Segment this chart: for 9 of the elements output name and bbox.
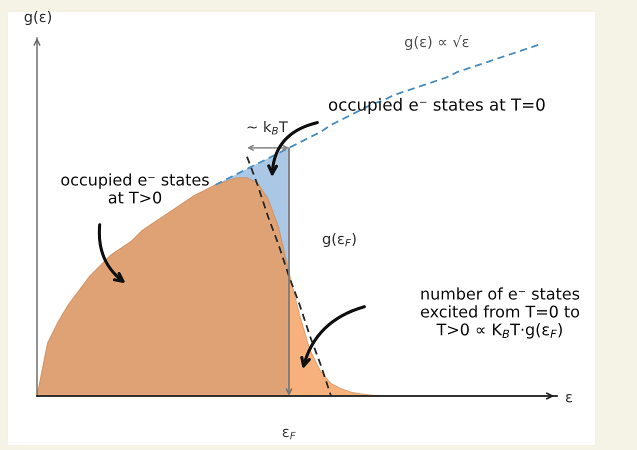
annotation: g(ε$_{F}$) xyxy=(322,232,356,248)
y-axis-title: g(ε) xyxy=(24,10,52,26)
annotation: occupied e⁻ states at T>0 xyxy=(61,173,209,204)
annotation: occupied e⁻ states at T=0 xyxy=(328,98,545,114)
annotation: number of e⁻ states excited from T=0 to T>0 ∝ K$_{B}$T·g(ε$_{F}$) xyxy=(420,287,580,339)
series-label: g(ε) ∝ √ε xyxy=(404,35,469,50)
text: ε$_{F}$ xyxy=(282,428,296,440)
x-axis-title: ε xyxy=(566,394,572,402)
annotation: ~ k$_{B}$T xyxy=(248,120,288,134)
